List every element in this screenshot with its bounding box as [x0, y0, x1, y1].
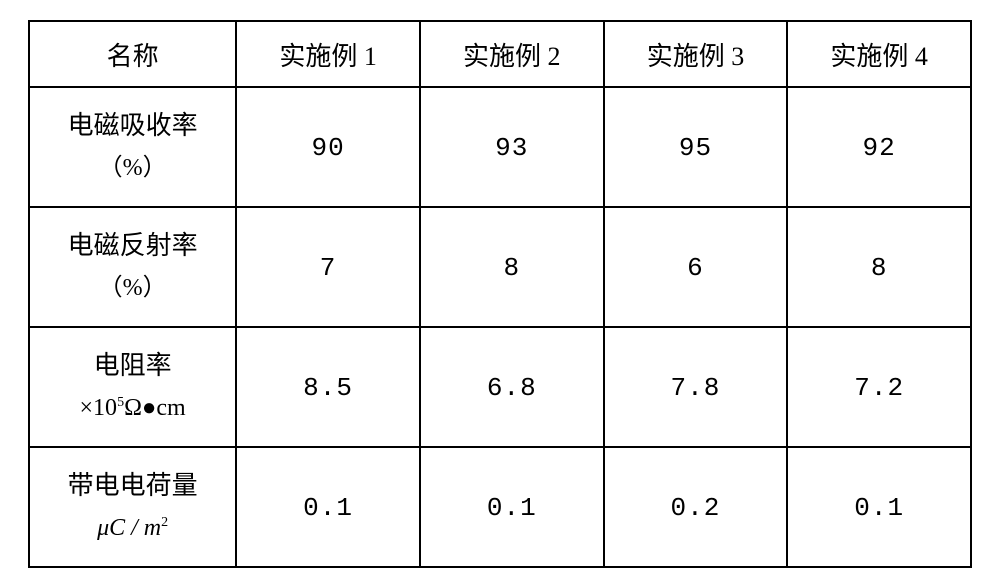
row-label-top: 电磁吸收率 — [31, 108, 234, 144]
cell-value: 0.2 — [604, 447, 788, 567]
row-label-bottom: ×105Ω●cm — [31, 392, 234, 426]
cell-value: 0.1 — [236, 447, 420, 567]
cell-value: 6 — [604, 207, 788, 327]
row-label-bottom: （%） — [31, 152, 234, 186]
cell-value: 95 — [604, 87, 788, 207]
table-row: 电磁吸收率 （%） 90 93 95 92 — [29, 87, 971, 207]
cell-value: 7.2 — [787, 327, 971, 447]
col-header-ex2: 实施例 2 — [420, 21, 604, 87]
col-header-ex4: 实施例 4 — [787, 21, 971, 87]
row-label-absorption: 电磁吸收率 （%） — [29, 87, 236, 207]
col-header-ex1: 实施例 1 — [236, 21, 420, 87]
col-header-name: 名称 — [29, 21, 236, 87]
row-label-top: 电阻率 — [31, 348, 234, 384]
row-label-resistivity: 电阻率 ×105Ω●cm — [29, 327, 236, 447]
row-label-charge: 带电电荷量 μC / m2 — [29, 447, 236, 567]
cell-value: 92 — [787, 87, 971, 207]
cell-value: 93 — [420, 87, 604, 207]
cell-value: 6.8 — [420, 327, 604, 447]
table-row: 电阻率 ×105Ω●cm 8.5 6.8 7.8 7.2 — [29, 327, 971, 447]
cell-value: 0.1 — [787, 447, 971, 567]
cell-value: 0.1 — [420, 447, 604, 567]
cell-value: 8.5 — [236, 327, 420, 447]
table-row: 带电电荷量 μC / m2 0.1 0.1 0.2 0.1 — [29, 447, 971, 567]
row-label-top: 电磁反射率 — [31, 228, 234, 264]
data-table: 名称 实施例 1 实施例 2 实施例 3 实施例 4 电磁吸收率 （%） 90 … — [28, 20, 972, 568]
cell-value: 7.8 — [604, 327, 788, 447]
row-label-bottom: μC / m2 — [31, 512, 234, 546]
cell-value: 90 — [236, 87, 420, 207]
row-label-reflection: 电磁反射率 （%） — [29, 207, 236, 327]
table-header-row: 名称 实施例 1 实施例 2 实施例 3 实施例 4 — [29, 21, 971, 87]
cell-value: 7 — [236, 207, 420, 327]
cell-value: 8 — [420, 207, 604, 327]
col-header-ex3: 实施例 3 — [604, 21, 788, 87]
cell-value: 8 — [787, 207, 971, 327]
table-container: 名称 实施例 1 实施例 2 实施例 3 实施例 4 电磁吸收率 （%） 90 … — [0, 0, 1000, 588]
row-label-bottom: （%） — [31, 272, 234, 306]
table-row: 电磁反射率 （%） 7 8 6 8 — [29, 207, 971, 327]
row-label-top: 带电电荷量 — [31, 468, 234, 504]
